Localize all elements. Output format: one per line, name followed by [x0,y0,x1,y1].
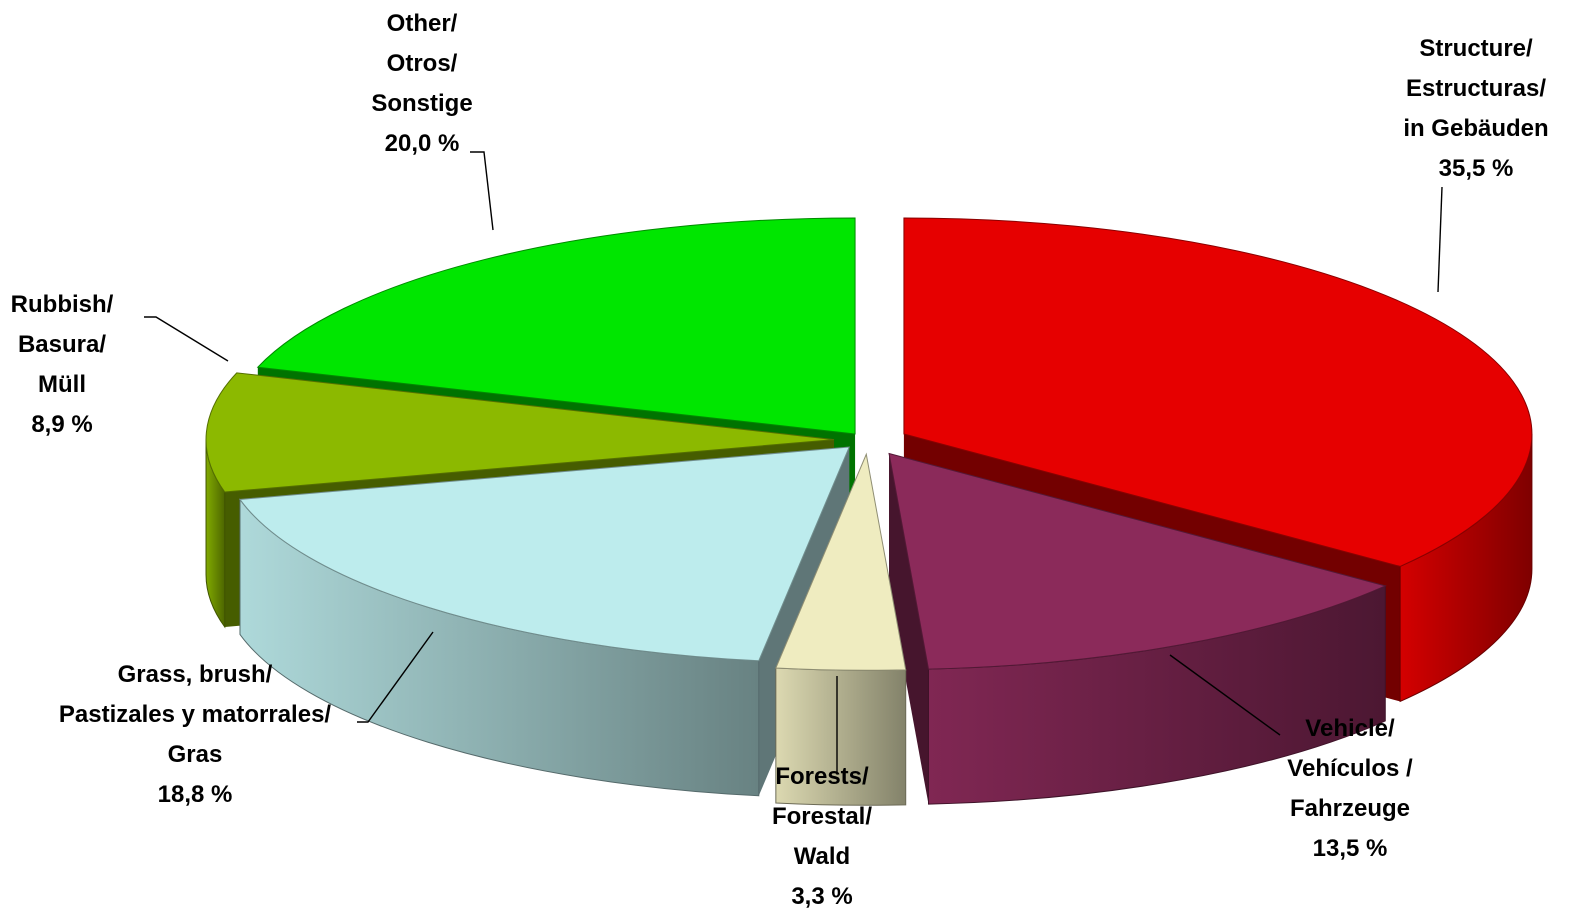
slice-label-line: Sonstige [371,90,472,117]
slice-label-structure: Structure/Estructuras/in Gebäuden 35,5 % [1403,35,1548,182]
slice-label-line: Pastizales y matorrales/ [59,701,331,728]
slice-label-line: Structure/ [1419,35,1533,62]
leader-grass [357,631,434,723]
slice-top-grass [239,446,851,662]
pie-slice-forests [775,452,907,806]
slice-label-forests: Forests/Forestal/Wald 3,3 % [772,763,872,910]
slice-label-line: Gras [168,741,223,768]
slice-label-line: Rubbish/ [11,291,114,318]
slice-label-line: Forestal/ [772,803,872,830]
slice-label-line: Grass, brush/ [118,661,273,688]
slice-top-other [256,217,856,435]
slice-top-structure [903,217,1533,567]
slice-label-line: in Gebäuden [1403,115,1548,142]
leader-rubbish [144,316,229,362]
slice-label-line: Vehicle/ [1305,715,1395,742]
leader-lines [144,151,1443,772]
slice-label-line: Basura/ [18,331,106,358]
slice-top-rubbish [205,372,835,493]
leader-line-rubbish [144,316,229,362]
leader-line-vehicle [1169,654,1281,736]
leader-other [470,151,494,231]
pie-slice-vehicle [888,452,1387,805]
slice-value-other: 20,0 % [385,130,460,157]
slice-label-line: Wald [794,843,850,870]
slice-label-vehicle: Vehicle/Vehículos / Fahrzeuge 13,5 % [1287,715,1413,862]
slice-value-forests: 3,3 % [791,883,852,910]
slice-label-line: Müll [38,371,86,398]
slice-label-other: Other/Otros/Sonstige 20,0 % [371,10,472,157]
slice-top-vehicle [888,452,1387,670]
slice-label-line: Vehículos / [1287,755,1413,782]
slice-value-rubbish: 8,9 % [31,411,92,438]
slice-value-vehicle: 13,5 % [1313,835,1388,862]
leader-vehicle [1169,654,1281,736]
leader-structure [1437,186,1443,293]
pie-slice-grass [239,446,851,797]
slice-value-grass: 18,8 % [158,781,233,808]
slices-layer [205,217,1533,806]
leader-line-structure [1437,186,1443,293]
leader-line-grass [357,631,434,723]
slice-labels: Structure/Estructuras/in Gebäuden 35,5 % V… [11,10,1549,910]
slice-top-forests [775,452,907,671]
slice-label-rubbish: Rubbish/Basura/Müll 8,9 % [11,291,114,438]
slice-wall-vehicle [889,453,929,805]
leader-line-other [470,151,494,231]
slice-label-grass: Grass, brush/Pastizales y matorrales/Gra… [59,661,331,808]
slice-label-line: Otros/ [387,50,458,77]
slice-label-line: Fahrzeuge [1290,795,1410,822]
slice-label-line: Other/ [387,10,458,37]
slice-label-line: Forests/ [775,763,869,790]
slice-label-line: Estructuras/ [1406,75,1546,102]
slice-value-structure: 35,5 % [1439,155,1514,182]
